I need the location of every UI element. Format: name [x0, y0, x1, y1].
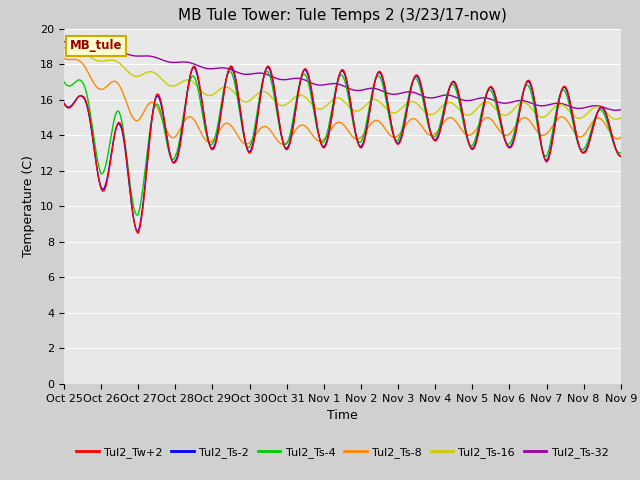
Legend: Tul2_Tw+2, Tul2_Ts-2, Tul2_Ts-4, Tul2_Ts-8, Tul2_Ts-16, Tul2_Ts-32: Tul2_Tw+2, Tul2_Ts-2, Tul2_Ts-4, Tul2_Ts…	[72, 443, 613, 463]
Title: MB Tule Tower: Tule Temps 2 (3/23/17-now): MB Tule Tower: Tule Temps 2 (3/23/17-now…	[178, 9, 507, 24]
Y-axis label: Temperature (C): Temperature (C)	[22, 156, 35, 257]
Text: MB_tule: MB_tule	[70, 39, 122, 52]
X-axis label: Time: Time	[327, 409, 358, 422]
